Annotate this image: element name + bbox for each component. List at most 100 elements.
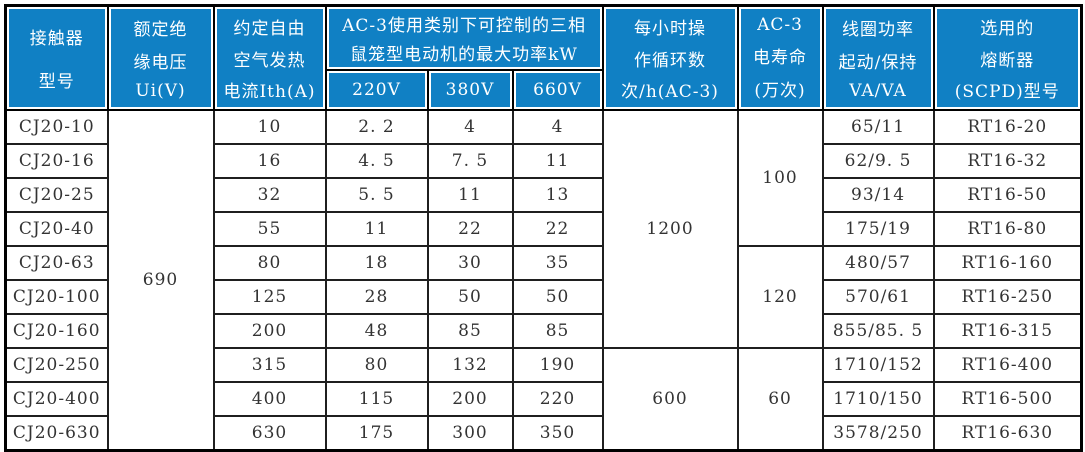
header-life-line: (万次) [754, 81, 806, 101]
table-row: CJ20-63 80 18 30 35 120 480/57 RT16-160 [4, 245, 1083, 349]
header-ith-line: 空气发热 [233, 50, 306, 71]
cell-p380: 11 [426, 177, 514, 213]
cell-p660: 13 [511, 177, 604, 213]
header-ith-line: 约定自由 [233, 18, 306, 39]
cell-model: CJ20-630 [4, 415, 109, 452]
header-220v: 220V [324, 68, 429, 112]
table-body: CJ20-10 690 10 2. 2 4 4 1200 100 65/11 R… [4, 109, 1083, 452]
table-row: CJ20-400 400 115 200 220 1710/150 RT16-5… [4, 381, 1083, 417]
cell-life: 100 [736, 109, 824, 247]
header-coil-line: VA/VA [849, 81, 907, 101]
cell-p380: 22 [426, 211, 514, 247]
cell-ith: 16 [212, 143, 327, 179]
cell-p220: 48 [324, 313, 429, 349]
cell-p220: 28 [324, 279, 429, 315]
header-ith-line: 电流Ith(A) [223, 82, 316, 103]
cell-p380: 4 [426, 109, 514, 145]
header-model: 接触器 型号 [4, 4, 109, 111]
header-fuse-line: 选用的 [980, 18, 1035, 39]
cell-model: CJ20-400 [4, 381, 109, 417]
cell-p660: 35 [511, 245, 604, 281]
cell-coil: 65/11 [821, 109, 935, 145]
cell-p660: 85 [511, 313, 604, 349]
cell-p660: 4 [511, 109, 604, 145]
cell-model: CJ20-10 [4, 109, 109, 145]
header-fuse-line: 熔断器 [980, 50, 1035, 71]
table-row: CJ20-40 55 11 22 22 175/19 RT16-80 [4, 211, 1083, 247]
cell-p660: 50 [511, 279, 604, 315]
cell-cycles: 600 [601, 347, 739, 452]
cell-p660: 220 [511, 381, 604, 417]
cell-fuse: RT16-20 [932, 109, 1083, 145]
cell-coil: 1710/152 [821, 347, 935, 383]
cell-p380: 132 [426, 347, 514, 383]
header-electrical-life: AC-3 电寿命 (万次) [736, 4, 824, 111]
page: 接触器 型号 额定绝 缘电压 Ui(V) 约定自由 空气发热 电流Ith(A) [4, 4, 1084, 452]
cell-p380: 300 [426, 415, 514, 452]
header-row-2: 220V 380V 660V [6, 68, 1082, 112]
cell-model: CJ20-25 [4, 177, 109, 213]
cell-fuse: RT16-630 [932, 415, 1083, 452]
header-ui-line: Ui(V) [135, 81, 186, 101]
cell-ith: 200 [212, 313, 327, 349]
header-row-1: 接触器 型号 额定绝 缘电压 Ui(V) 约定自由 空气发热 电流Ith(A) [4, 4, 1083, 111]
cell-p660: 11 [511, 143, 604, 179]
header-coil-line: 起动/保持 [838, 53, 918, 73]
header-ac3-power-line: AC-3使用类别下可控制的三相 [342, 16, 586, 37]
header-insulation-voltage: 额定绝 缘电压 Ui(V) [106, 4, 215, 111]
header-model-line: 型号 [38, 71, 75, 92]
cell-model: CJ20-250 [4, 347, 109, 383]
contactor-spec-table: 接触器 型号 额定绝 缘电压 Ui(V) 约定自由 空气发热 电流Ith(A) [4, 4, 1084, 452]
cell-p220: 115 [324, 381, 429, 417]
cell-coil: 175/19 [821, 211, 935, 247]
cell-p380: 85 [426, 313, 514, 349]
header-ui-line: 额定绝 [133, 20, 188, 40]
cell-coil: 93/14 [821, 177, 935, 213]
cell-fuse: RT16-500 [932, 381, 1083, 417]
header-fuse-model: 选用的 熔断器 (SCPD)型号 [932, 4, 1083, 111]
header-thermal-current: 约定自由 空气发热 电流Ith(A) [212, 4, 327, 111]
cell-ith: 630 [212, 415, 327, 452]
cell-p660: 22 [511, 211, 604, 247]
cell-p660: 350 [511, 415, 604, 452]
cell-life: 120 [736, 245, 824, 349]
header-life-line: 电寿命 [753, 48, 808, 68]
cell-p380: 200 [426, 381, 514, 417]
cell-fuse: RT16-315 [932, 313, 1083, 349]
header-model-line: 接触器 [29, 29, 84, 50]
cell-fuse: RT16-80 [932, 211, 1083, 247]
cell-fuse: RT16-250 [932, 279, 1083, 315]
header-ui-line: 缘电压 [133, 53, 188, 73]
cell-ui-voltage: 690 [106, 109, 215, 452]
header-coil-line: 线圈功率 [842, 20, 915, 40]
cell-p220: 2. 2 [324, 109, 429, 145]
cell-p380: 7. 5 [426, 143, 514, 179]
header-fuse-line: (SCPD)型号 [954, 82, 1060, 103]
cell-p380: 50 [426, 279, 514, 315]
cell-coil: 1710/150 [821, 381, 935, 417]
cell-ith: 80 [212, 245, 327, 281]
table-header: 接触器 型号 额定绝 缘电压 Ui(V) 约定自由 空气发热 电流Ith(A) [4, 4, 1083, 112]
cell-model: CJ20-100 [4, 279, 109, 315]
cell-p220: 4. 5 [324, 143, 429, 179]
header-life-line: AC-3 [757, 15, 803, 35]
cell-p380: 30 [426, 245, 514, 281]
header-ac3-max-power: AC-3使用类别下可控制的三相 鼠笼型电动机的最大功率kW [324, 4, 604, 71]
cell-coil: 62/9. 5 [821, 143, 935, 179]
cell-model: CJ20-40 [4, 211, 109, 247]
header-ac3-power-line: 鼠笼型电动机的最大功率kW [350, 44, 578, 65]
header-cycles-line: 次/h(AC-3) [621, 82, 719, 103]
cell-p220: 5. 5 [324, 177, 429, 213]
header-cycles-per-hour: 每小时操 作循环数 次/h(AC-3) [601, 4, 739, 111]
cell-coil: 855/85. 5 [821, 313, 935, 349]
header-cycles-line: 作循环数 [634, 50, 707, 71]
cell-p220: 80 [324, 347, 429, 383]
table-row: CJ20-100 125 28 50 50 570/61 RT16-250 [4, 279, 1083, 315]
cell-ith: 32 [212, 177, 327, 213]
table-row: CJ20-16 16 4. 5 7. 5 11 62/9. 5 RT16-32 [4, 143, 1083, 179]
table-row: CJ20-10 690 10 2. 2 4 4 1200 100 65/11 R… [4, 109, 1083, 452]
cell-ith: 315 [212, 347, 327, 383]
table-row: CJ20-250 315 80 132 190 600 60 1710/152 … [4, 347, 1083, 452]
cell-life: 60 [736, 347, 824, 452]
cell-p660: 190 [511, 347, 604, 383]
